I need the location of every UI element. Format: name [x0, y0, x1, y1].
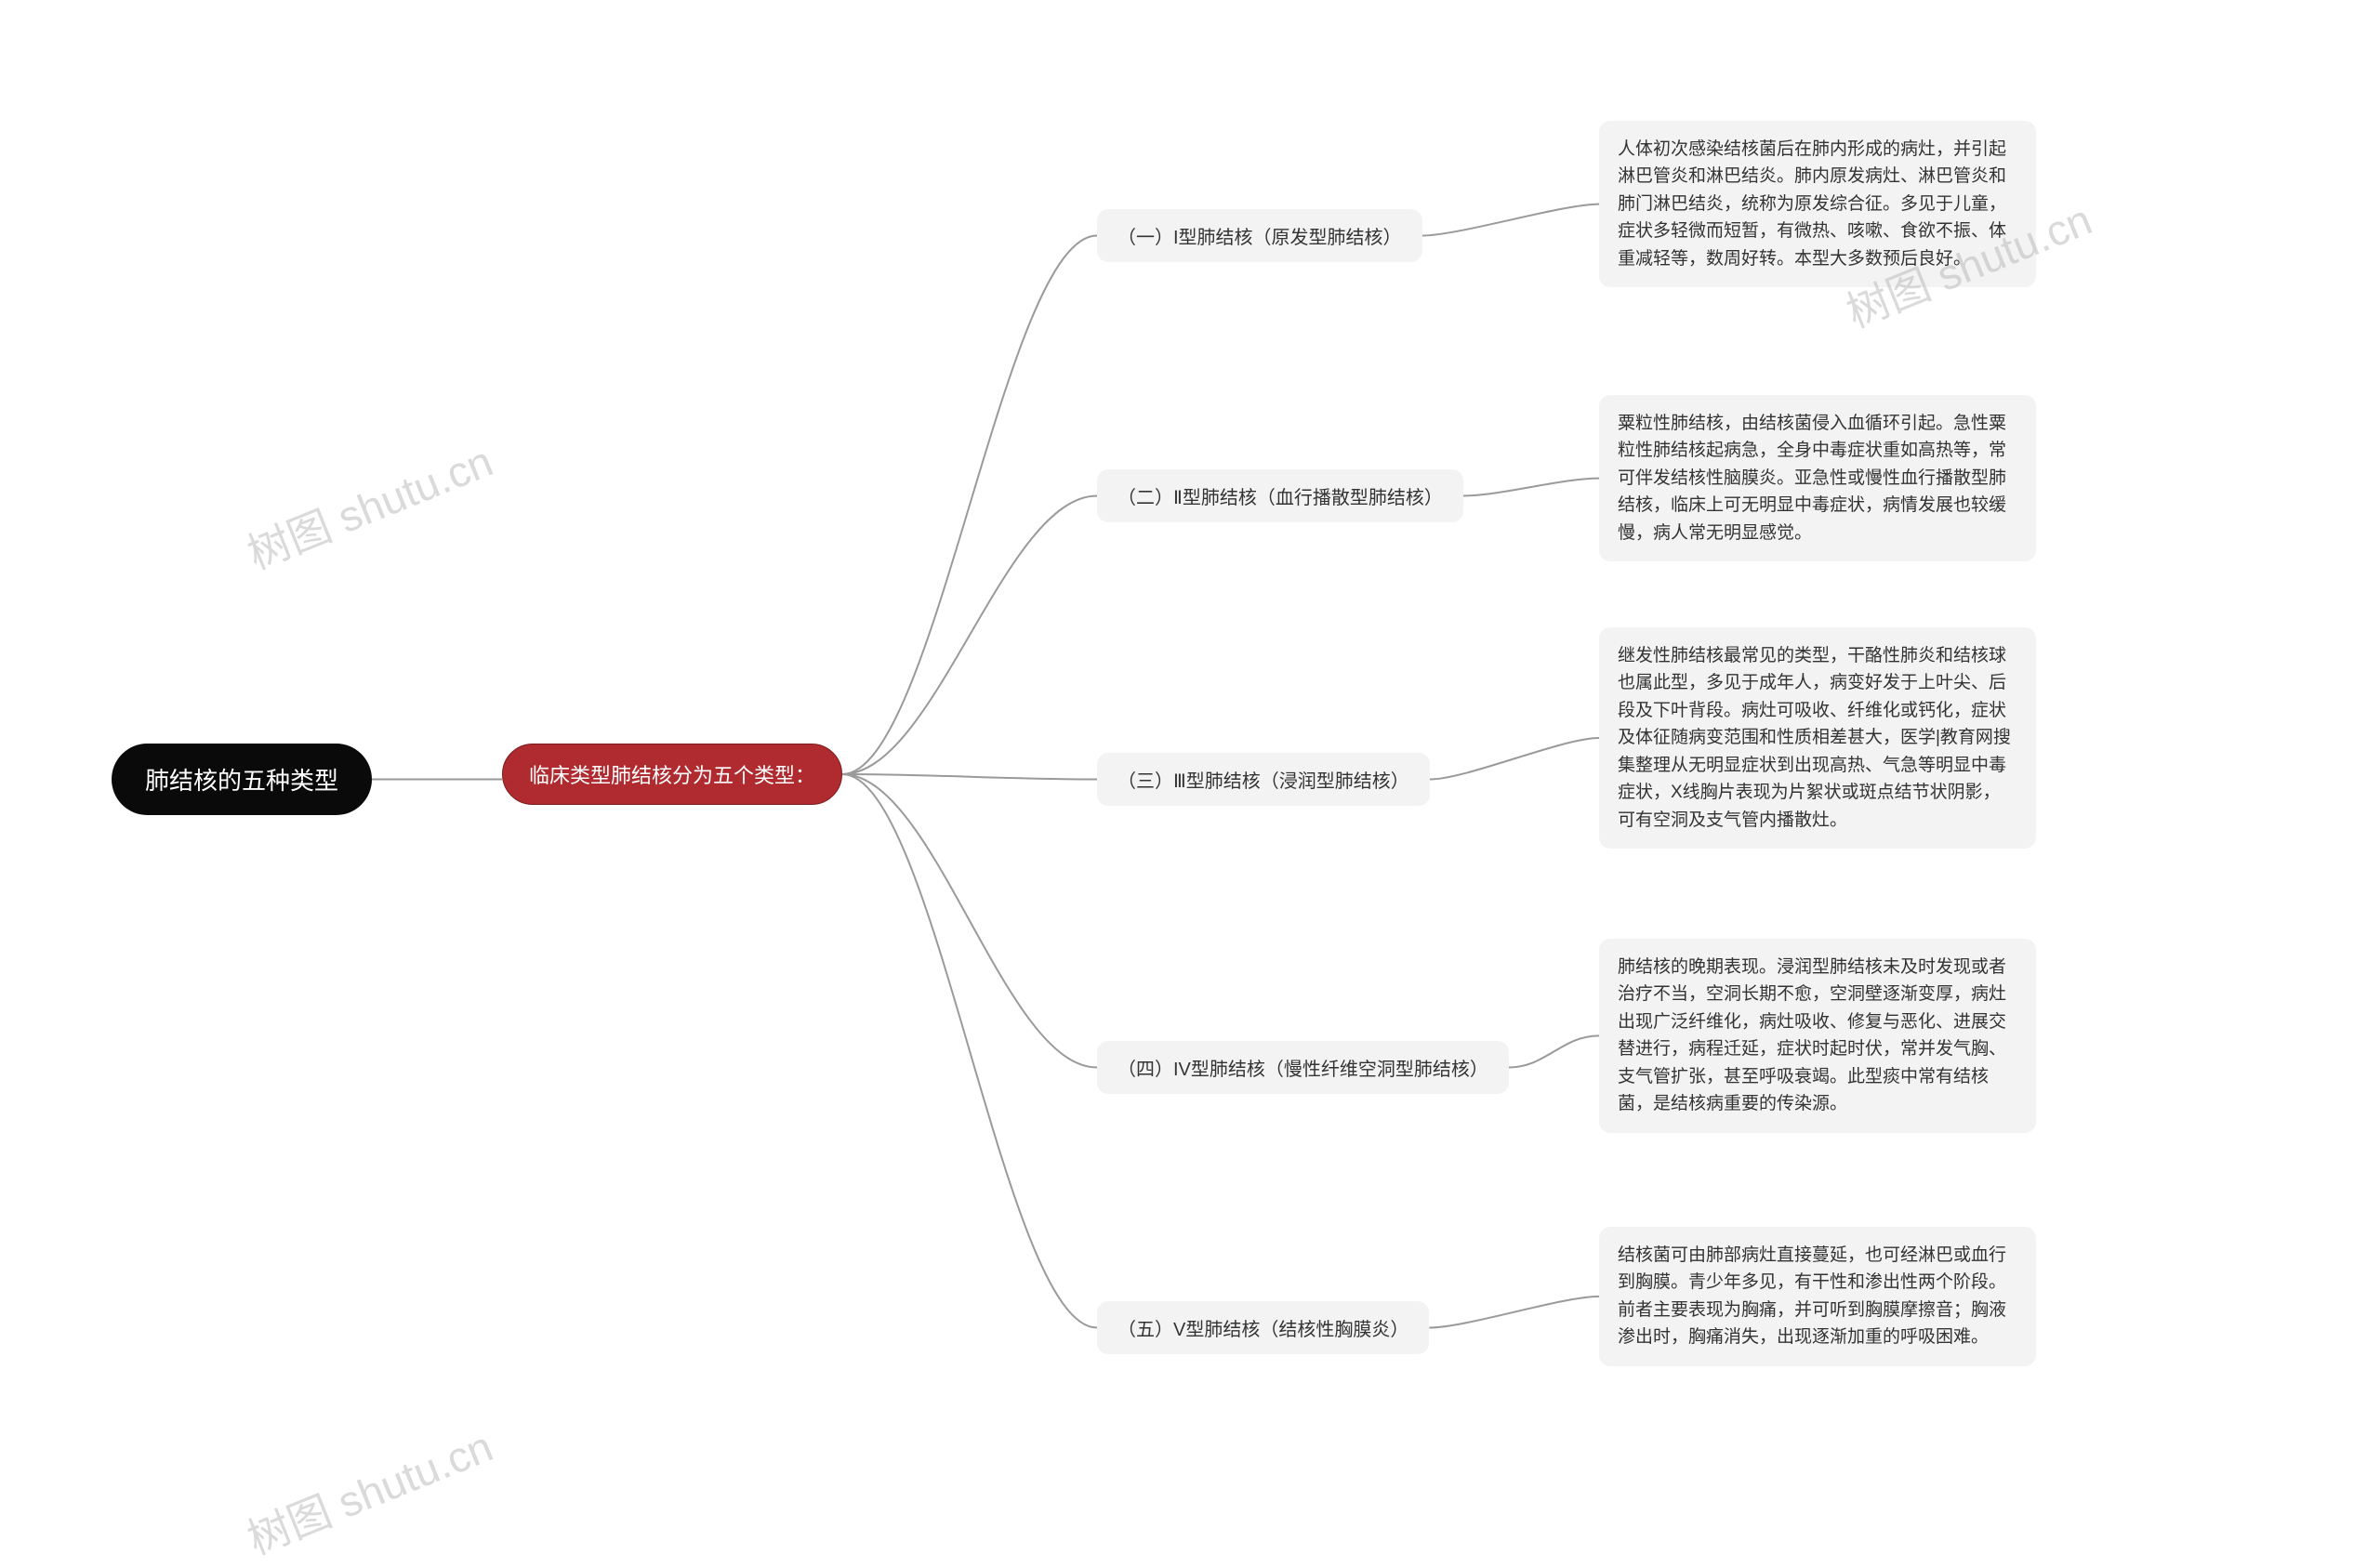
type-label: （一）I型肺结核（原发型肺结核）	[1117, 222, 1402, 249]
type-label: （四）IV型肺结核（慢性纤维空洞型肺结核）	[1117, 1054, 1488, 1081]
type-node-4: （四）IV型肺结核（慢性纤维空洞型肺结核）	[1097, 1041, 1509, 1094]
type-desc-4: 肺结核的晚期表现。浸润型肺结核未及时发现或者治疗不当，空洞长期不愈，空洞壁逐渐变…	[1599, 939, 2036, 1133]
root-label: 肺结核的五种类型	[145, 762, 338, 797]
type-desc-2: 粟粒性肺结核，由结核菌侵入血循环引起。急性粟粒性肺结核起病急，全身中毒症状重如高…	[1599, 395, 2036, 561]
type-desc-3: 继发性肺结核最常见的类型，干酪性肺炎和结核球也属此型，多见于成年人，病变好发于上…	[1599, 627, 2036, 849]
type-node-5: （五）V型肺结核（结核性胸膜炎）	[1097, 1301, 1429, 1354]
type-label: （二）Ⅱ型肺结核（血行播散型肺结核）	[1117, 482, 1443, 509]
subtitle-node: 临床类型肺结核分为五个类型：	[502, 744, 842, 805]
watermark: 树图 shutu.cn	[237, 1413, 500, 1567]
root-node: 肺结核的五种类型	[112, 744, 372, 815]
watermark: 树图 shutu.cn	[237, 428, 500, 582]
type-node-2: （二）Ⅱ型肺结核（血行播散型肺结核）	[1097, 469, 1463, 522]
type-node-1: （一）I型肺结核（原发型肺结核）	[1097, 209, 1422, 262]
type-node-3: （三）Ⅲ型肺结核（浸润型肺结核）	[1097, 753, 1430, 806]
type-desc-1: 人体初次感染结核菌后在肺内形成的病灶，并引起淋巴管炎和淋巴结炎。肺内原发病灶、淋…	[1599, 121, 2036, 287]
type-label: （五）V型肺结核（结核性胸膜炎）	[1117, 1314, 1408, 1341]
type-desc-5: 结核菌可由肺部病灶直接蔓延，也可经淋巴或血行到胸膜。青少年多见，有干性和渗出性两…	[1599, 1227, 2036, 1366]
subtitle-label: 临床类型肺结核分为五个类型：	[529, 759, 815, 789]
type-label: （三）Ⅲ型肺结核（浸润型肺结核）	[1117, 766, 1409, 793]
